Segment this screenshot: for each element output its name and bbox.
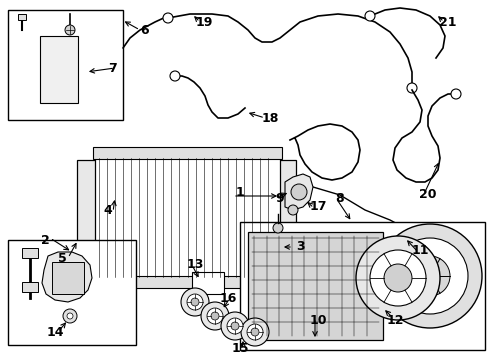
Bar <box>192 272 224 294</box>
Circle shape <box>170 71 180 81</box>
Text: 19: 19 <box>196 15 213 28</box>
Text: 10: 10 <box>309 314 327 327</box>
Circle shape <box>422 268 438 284</box>
Bar <box>93 147 282 159</box>
Circle shape <box>410 256 450 296</box>
Circle shape <box>181 288 209 316</box>
Circle shape <box>63 309 77 323</box>
Circle shape <box>365 11 375 21</box>
Text: 4: 4 <box>103 203 112 216</box>
Circle shape <box>221 312 249 340</box>
Circle shape <box>356 236 440 320</box>
Circle shape <box>241 318 269 346</box>
Bar <box>8 240 136 345</box>
Circle shape <box>384 264 412 292</box>
Text: 1: 1 <box>236 186 245 199</box>
Circle shape <box>65 25 75 35</box>
Bar <box>52 262 84 294</box>
Circle shape <box>187 294 203 310</box>
Text: 15: 15 <box>231 342 249 355</box>
Text: 7: 7 <box>108 62 117 75</box>
Bar <box>8 10 123 120</box>
Circle shape <box>79 302 95 318</box>
Bar <box>77 160 99 275</box>
Bar <box>93 276 282 288</box>
Text: 18: 18 <box>261 112 279 125</box>
Text: 3: 3 <box>295 240 304 253</box>
Circle shape <box>227 318 243 334</box>
Text: 16: 16 <box>220 292 237 305</box>
Circle shape <box>257 240 273 256</box>
Text: 17: 17 <box>309 199 327 212</box>
Text: 14: 14 <box>46 325 64 338</box>
Text: 6: 6 <box>141 23 149 36</box>
Bar <box>22 282 38 292</box>
Text: 9: 9 <box>276 192 284 204</box>
Bar <box>276 160 296 275</box>
Text: 20: 20 <box>419 188 437 201</box>
Circle shape <box>231 322 239 330</box>
Circle shape <box>247 324 263 340</box>
Circle shape <box>211 312 219 320</box>
Bar <box>22 248 38 258</box>
Circle shape <box>207 308 223 324</box>
Bar <box>40 36 78 103</box>
Circle shape <box>83 306 91 314</box>
Circle shape <box>407 83 417 93</box>
Circle shape <box>288 205 298 215</box>
Ellipse shape <box>40 97 78 109</box>
Text: 11: 11 <box>411 243 429 256</box>
Circle shape <box>191 298 199 306</box>
Text: 5: 5 <box>58 252 66 265</box>
Polygon shape <box>285 174 313 210</box>
Circle shape <box>451 89 461 99</box>
Bar <box>95 155 280 280</box>
Bar <box>248 232 383 340</box>
Text: 21: 21 <box>439 15 457 28</box>
Circle shape <box>163 13 173 23</box>
Text: 13: 13 <box>186 257 204 270</box>
Circle shape <box>378 224 482 328</box>
Circle shape <box>370 250 426 306</box>
Circle shape <box>201 302 229 330</box>
Circle shape <box>273 223 283 233</box>
Polygon shape <box>42 252 92 302</box>
Text: 8: 8 <box>336 192 344 204</box>
Bar <box>18 14 26 20</box>
Circle shape <box>67 313 73 319</box>
Circle shape <box>251 328 259 336</box>
Circle shape <box>392 238 468 314</box>
Ellipse shape <box>40 30 78 42</box>
Bar <box>240 222 485 350</box>
Text: 2: 2 <box>41 234 49 247</box>
Text: 12: 12 <box>386 314 404 327</box>
Circle shape <box>291 184 307 200</box>
